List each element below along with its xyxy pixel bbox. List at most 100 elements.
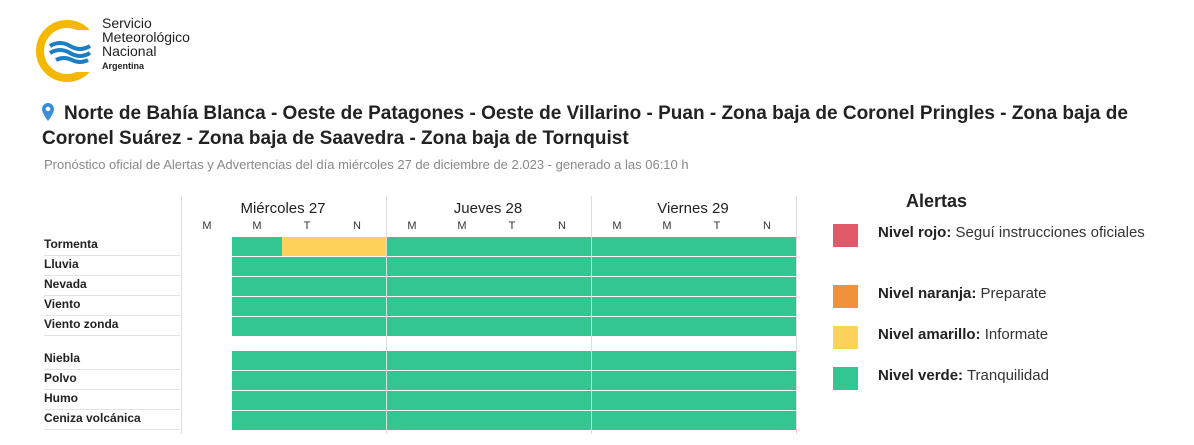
alert-cell-verde[interactable] xyxy=(282,317,332,336)
alert-cell-verde[interactable] xyxy=(387,391,437,410)
alert-cell-verde[interactable] xyxy=(437,297,487,316)
alert-cell-amarillo[interactable] xyxy=(282,237,332,256)
alert-cell-verde[interactable] xyxy=(232,277,282,296)
alert-cell-verde[interactable] xyxy=(437,391,487,410)
alert-cell-verde[interactable] xyxy=(692,297,742,316)
alert-cell-verde[interactable] xyxy=(742,257,796,276)
alert-cell-verde[interactable] xyxy=(487,297,537,316)
alert-cell-verde[interactable] xyxy=(642,391,692,410)
alert-cell-verde[interactable] xyxy=(387,317,437,336)
alert-cell-verde[interactable] xyxy=(692,237,742,256)
alert-cell-verde[interactable] xyxy=(232,237,282,256)
alert-cell-verde[interactable] xyxy=(592,277,642,296)
alert-cell-verde[interactable] xyxy=(592,237,642,256)
alert-cell-verde[interactable] xyxy=(437,411,487,430)
alert-cell-verde[interactable] xyxy=(692,371,742,390)
alert-cell-verde[interactable] xyxy=(437,317,487,336)
alert-cell-verde[interactable] xyxy=(282,277,332,296)
alert-cell-verde[interactable] xyxy=(232,317,282,336)
alert-cell-verde[interactable] xyxy=(332,351,386,370)
alert-cell-verde[interactable] xyxy=(487,371,537,390)
alert-cell-verde[interactable] xyxy=(232,351,282,370)
alert-cell-verde[interactable] xyxy=(537,371,591,390)
alert-cell-verde[interactable] xyxy=(592,351,642,370)
alert-cell-verde[interactable] xyxy=(282,411,332,430)
alert-cell-verde[interactable] xyxy=(642,237,692,256)
alert-cell-verde[interactable] xyxy=(742,411,796,430)
alert-cell-verde[interactable] xyxy=(692,391,742,410)
alert-cell-verde[interactable] xyxy=(487,237,537,256)
alert-cell-verde[interactable] xyxy=(437,371,487,390)
alert-cell-verde[interactable] xyxy=(387,297,437,316)
alert-cell-verde[interactable] xyxy=(742,277,796,296)
alert-cell-verde[interactable] xyxy=(642,351,692,370)
alert-cell-verde[interactable] xyxy=(642,277,692,296)
alert-cell-verde[interactable] xyxy=(332,317,386,336)
alert-cell-verde[interactable] xyxy=(642,297,692,316)
alert-cell-verde[interactable] xyxy=(742,371,796,390)
alert-cell-verde[interactable] xyxy=(387,257,437,276)
alert-cell-verde[interactable] xyxy=(437,277,487,296)
alert-cell-verde[interactable] xyxy=(232,411,282,430)
alert-cell-verde[interactable] xyxy=(332,277,386,296)
alert-cell-verde[interactable] xyxy=(232,297,282,316)
alert-cell-verde[interactable] xyxy=(592,411,642,430)
smn-logo[interactable]: Servicio Meteorológico Nacional Argentin… xyxy=(36,16,236,82)
alert-cell-verde[interactable] xyxy=(332,297,386,316)
alert-cell-verde[interactable] xyxy=(592,257,642,276)
alert-cell-verde[interactable] xyxy=(437,257,487,276)
alert-cell-verde[interactable] xyxy=(537,317,591,336)
alert-cell-verde[interactable] xyxy=(282,351,332,370)
alert-cell-verde[interactable] xyxy=(487,317,537,336)
alert-cell-amarillo[interactable] xyxy=(332,237,386,256)
alert-cell-verde[interactable] xyxy=(742,391,796,410)
alert-cell-verde[interactable] xyxy=(282,257,332,276)
alert-cell-verde[interactable] xyxy=(642,257,692,276)
alert-cell-verde[interactable] xyxy=(642,411,692,430)
alert-cell-verde[interactable] xyxy=(537,351,591,370)
alert-cell-verde[interactable] xyxy=(437,351,487,370)
alert-cell-verde[interactable] xyxy=(692,317,742,336)
alert-cell-verde[interactable] xyxy=(332,257,386,276)
alert-cell-verde[interactable] xyxy=(742,317,796,336)
alert-cell-verde[interactable] xyxy=(742,297,796,316)
alert-cell-verde[interactable] xyxy=(282,371,332,390)
alert-cell-verde[interactable] xyxy=(642,317,692,336)
alert-cell-verde[interactable] xyxy=(387,351,437,370)
alert-cell-verde[interactable] xyxy=(282,391,332,410)
alert-cell-verde[interactable] xyxy=(592,317,642,336)
alert-cell-verde[interactable] xyxy=(387,371,437,390)
alert-cell-verde[interactable] xyxy=(537,237,591,256)
alert-cell-verde[interactable] xyxy=(742,351,796,370)
alert-cell-verde[interactable] xyxy=(487,351,537,370)
alert-cell-verde[interactable] xyxy=(592,297,642,316)
alert-cell-verde[interactable] xyxy=(487,257,537,276)
alert-cell-verde[interactable] xyxy=(592,371,642,390)
alert-cell-verde[interactable] xyxy=(387,411,437,430)
alert-cell-verde[interactable] xyxy=(692,257,742,276)
alert-cell-verde[interactable] xyxy=(232,257,282,276)
alert-cell-verde[interactable] xyxy=(332,391,386,410)
alert-cell-verde[interactable] xyxy=(692,411,742,430)
alert-cell-verde[interactable] xyxy=(332,371,386,390)
alert-cell-verde[interactable] xyxy=(232,391,282,410)
alert-cell-verde[interactable] xyxy=(387,237,437,256)
alert-cell-verde[interactable] xyxy=(742,237,796,256)
alert-cell-verde[interactable] xyxy=(537,391,591,410)
alert-cell-verde[interactable] xyxy=(642,371,692,390)
alert-cell-verde[interactable] xyxy=(437,237,487,256)
alert-cell-verde[interactable] xyxy=(537,277,591,296)
alert-cell-verde[interactable] xyxy=(537,257,591,276)
alert-cell-verde[interactable] xyxy=(487,391,537,410)
alert-cell-verde[interactable] xyxy=(387,277,437,296)
alert-cell-verde[interactable] xyxy=(487,411,537,430)
alert-cell-verde[interactable] xyxy=(537,297,591,316)
alert-cell-verde[interactable] xyxy=(692,277,742,296)
alert-cell-verde[interactable] xyxy=(332,411,386,430)
alert-cell-verde[interactable] xyxy=(487,277,537,296)
alert-cell-verde[interactable] xyxy=(592,391,642,410)
alert-cell-verde[interactable] xyxy=(537,411,591,430)
alert-cell-verde[interactable] xyxy=(692,351,742,370)
alert-cell-verde[interactable] xyxy=(232,371,282,390)
alert-cell-verde[interactable] xyxy=(282,297,332,316)
